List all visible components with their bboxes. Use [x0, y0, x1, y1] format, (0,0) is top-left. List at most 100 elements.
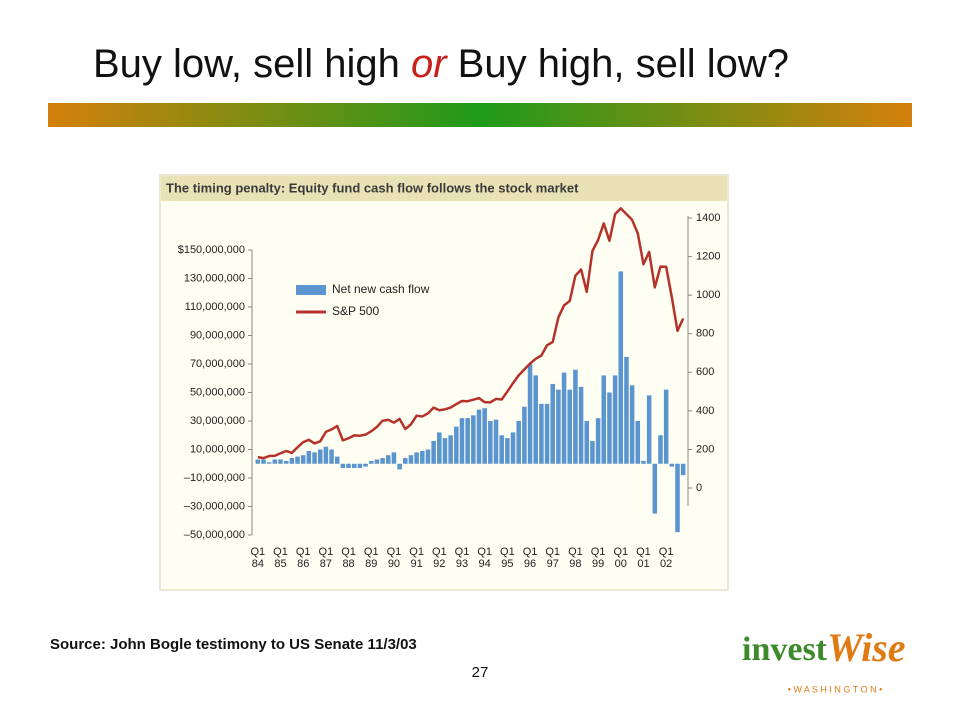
bar: [283, 460, 289, 464]
bar: [357, 463, 363, 469]
title-underline: [48, 103, 912, 127]
bar: [635, 421, 641, 464]
x-tick-label: Q1 96: [522, 546, 538, 570]
logo-wise: Wise: [827, 625, 906, 670]
bar: [544, 403, 550, 464]
bar: [437, 432, 442, 464]
x-tick-label: Q1 97: [545, 546, 561, 570]
bar: [527, 364, 533, 464]
y-tick-label: 110,000,000: [185, 301, 245, 313]
bar: [374, 459, 380, 464]
y2-tick-label: 0: [696, 482, 702, 494]
x-tick-label: Q1 95: [500, 546, 515, 570]
bar: [278, 459, 283, 464]
x-tick-label: Q1 92: [431, 546, 447, 570]
y2-tick-label: 800: [696, 328, 714, 340]
x-tick-label: Q1 02: [658, 546, 674, 570]
x-tick-label: Q1 91: [409, 546, 424, 570]
bar: [669, 463, 675, 467]
bar: [312, 452, 317, 464]
bar: [289, 458, 295, 464]
bar: [510, 432, 516, 464]
bar: [629, 385, 635, 464]
bar: [454, 426, 459, 464]
bar: [380, 458, 385, 464]
bar: [663, 389, 669, 464]
logo-invest: invest: [742, 631, 828, 668]
bar: [561, 372, 567, 464]
x-tick-label: Q1 90: [386, 546, 402, 570]
bar: [465, 418, 470, 464]
legend-label: Net new cash flow: [332, 282, 430, 296]
bar: [573, 369, 578, 464]
line: [257, 207, 685, 460]
bar: [431, 440, 436, 464]
bar: [539, 403, 544, 464]
title-or: or: [411, 42, 448, 86]
bar: [266, 462, 272, 464]
bar: [493, 419, 499, 464]
x-tick-label: Q1 88: [341, 546, 356, 570]
bar: [607, 392, 612, 464]
title-part: Buy low, sell high: [93, 42, 400, 86]
y2-tick-label: 1000: [696, 289, 720, 301]
bar: [420, 450, 425, 464]
bar: [261, 459, 266, 464]
bar: [595, 418, 601, 464]
bar: [516, 421, 521, 464]
bar: [317, 449, 323, 464]
bar: [351, 463, 357, 469]
y2-tick-label: 1400: [696, 212, 720, 224]
bar: [612, 375, 618, 464]
y-tick-label: 90,000,000: [190, 329, 245, 341]
logo: investWise: [742, 625, 906, 670]
y-tick-label: 50,000,000: [190, 386, 245, 398]
bar: [408, 455, 414, 464]
x-tick-label: Q1 87: [318, 546, 334, 570]
bar: [505, 438, 510, 464]
bar: [652, 463, 658, 514]
bar: [618, 271, 624, 464]
bar: [442, 438, 448, 464]
bar: [578, 386, 584, 464]
bar: [471, 415, 476, 464]
y-tick-label: 70,000,000: [190, 358, 245, 370]
bar: [397, 463, 402, 470]
y-tick-label: 130,000,000: [184, 272, 245, 284]
x-tick-label: Q1 84: [250, 546, 266, 570]
bar: [340, 463, 346, 469]
bar: [550, 383, 555, 464]
legend-swatch: [296, 285, 326, 295]
y2-tick-label: 600: [696, 366, 714, 378]
chart-title: The timing penalty: Equity fund cash flo…: [166, 180, 579, 195]
bar: [329, 449, 334, 464]
y-tick-label: 30,000,000: [190, 415, 245, 427]
bar: [584, 421, 590, 464]
chart-header: [161, 176, 727, 201]
bar: [680, 463, 686, 476]
y2-tick-label: 400: [696, 405, 714, 417]
bar: [368, 460, 374, 464]
bar: [601, 375, 607, 464]
bar: [334, 456, 340, 464]
bar: [425, 449, 431, 464]
y-tick-label: –30,000,000: [184, 500, 245, 512]
bar: [641, 460, 646, 464]
x-tick-label: Q1 86: [295, 546, 311, 570]
bar: [533, 375, 538, 464]
x-tick-label: Q1 85: [273, 546, 288, 570]
y2-tick-label: 1200: [696, 250, 720, 262]
bar: [482, 408, 487, 464]
bar: [646, 395, 652, 464]
legend-label: S&P 500: [332, 304, 379, 318]
bar: [363, 463, 368, 467]
bar: [499, 435, 504, 464]
bar: [391, 452, 397, 464]
bar: [403, 458, 408, 464]
title-part: Buy high, sell low?: [458, 42, 789, 86]
x-tick-label: Q1 93: [454, 546, 470, 570]
bar: [346, 463, 351, 469]
bar: [448, 435, 453, 464]
logo-tagline: • W A S H I N G T O N •: [788, 684, 883, 694]
x-tick-label: Q1 99: [590, 546, 606, 570]
